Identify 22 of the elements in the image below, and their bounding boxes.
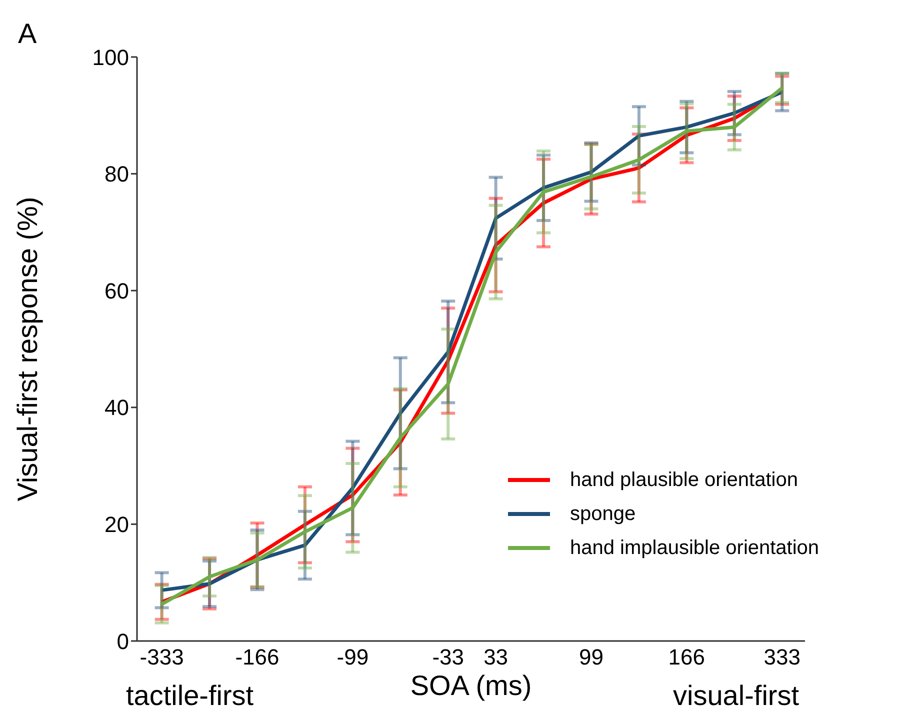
y-tick-label: 100 [92,44,129,70]
text: A [18,18,37,50]
text: tactile-first [126,680,254,712]
y-tick-label: 20 [104,512,129,538]
x-tick-label: 166 [668,644,706,670]
x-tick-label: -33 [432,644,464,670]
x-tick-label: -166 [235,644,280,670]
x-axis-title: SOA (ms) [410,670,532,701]
text: visual-first [673,680,800,712]
x-tick-label: 33 [484,644,508,670]
y-tick-label: 0 [116,628,129,654]
legend-label: hand plausible orientation [570,468,798,493]
legend-label: sponge [570,502,636,527]
x-tick-label: -333 [140,644,184,670]
x-tick-label: 333 [764,644,800,670]
y-tick-label: 80 [104,162,129,187]
y-tick-label: 40 [104,395,129,420]
y-axis-title: Visual-first response (%) [12,196,43,502]
x-tick-label: 99 [579,644,604,670]
legend-label: hand implausible orientation [570,536,820,561]
y-tick-label: 60 [104,278,129,304]
x-tick-label: -99 [336,644,369,670]
